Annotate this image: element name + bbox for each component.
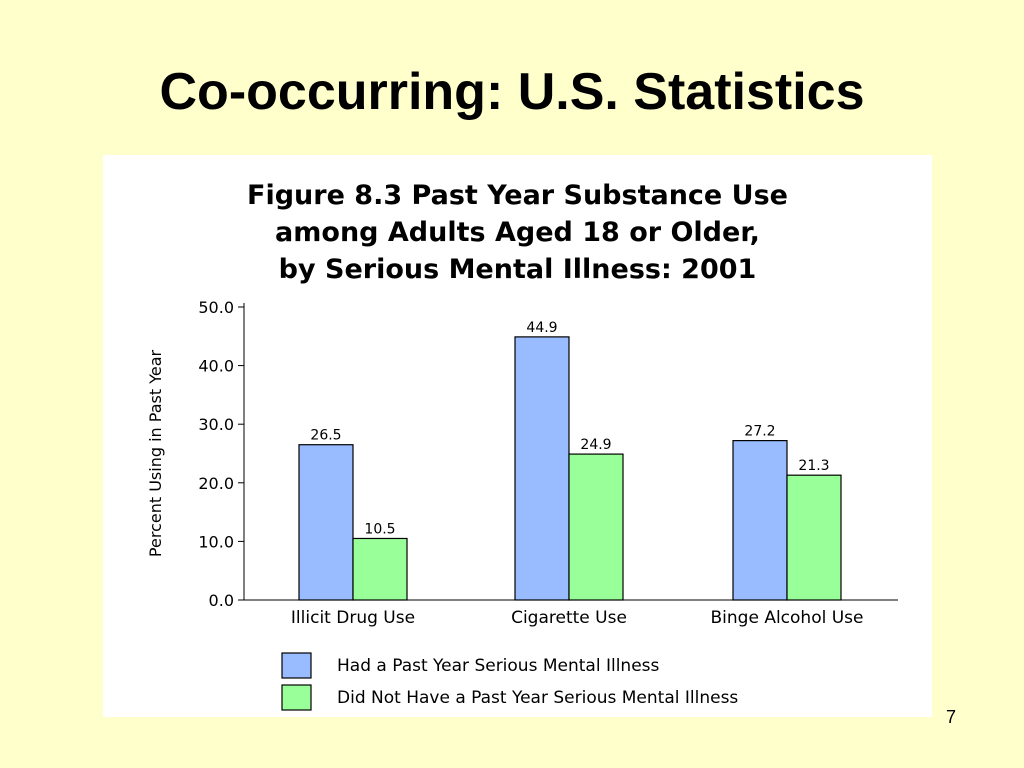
bar	[732, 440, 788, 601]
data-label: 44.9	[526, 320, 557, 336]
x-tick-label: Binge Alcohol Use	[711, 608, 864, 628]
legend-swatch	[281, 684, 312, 711]
y-axis-label: Percent Using in Past Year	[146, 350, 165, 558]
bar	[514, 336, 570, 601]
data-label: 27.2	[744, 424, 775, 440]
bar	[298, 444, 354, 601]
bar	[352, 537, 408, 601]
legend-label: Did Not Have a Past Year Serious Mental …	[337, 688, 738, 708]
chart-title: Figure 8.3 Past Year Substance Use among…	[103, 177, 932, 288]
data-label: 24.9	[580, 437, 611, 453]
legend-label: Had a Past Year Serious Mental Illness	[337, 656, 660, 676]
y-tick-label: 20.0	[198, 474, 234, 493]
x-tick-label: Cigarette Use	[511, 608, 627, 628]
bar	[786, 474, 842, 601]
y-tick-label: 10.0	[198, 532, 234, 551]
y-tick-label: 0.0	[209, 591, 234, 610]
bar-chart: 0.0 10.0 20.0 30.0 40.0 50.0 Percent Using in …	[146, 298, 898, 711]
data-label: 21.3	[798, 458, 829, 474]
chart-title-line-3: by Serious Mental Illness: 2001	[278, 254, 757, 285]
y-tick-label: 30.0	[198, 415, 234, 434]
chart-title-line-1: Figure 8.3 Past Year Substance Use	[247, 180, 788, 211]
data-label: 26.5	[310, 428, 341, 444]
page-number: 7	[946, 707, 957, 727]
slide-title: Co-occurring: U.S. Statistics	[159, 63, 865, 121]
y-tick-label: 50.0	[198, 298, 234, 317]
chart-panel: Figure 8.3 Past Year Substance Use among…	[103, 155, 932, 717]
y-tick-label: 40.0	[198, 357, 234, 376]
data-label: 10.5	[364, 521, 395, 537]
bar	[568, 453, 624, 601]
legend-swatch	[281, 652, 312, 679]
x-tick-label: Illicit Drug Use	[291, 608, 415, 628]
chart-title-line-2: among Adults Aged 18 or Older,	[275, 217, 760, 248]
